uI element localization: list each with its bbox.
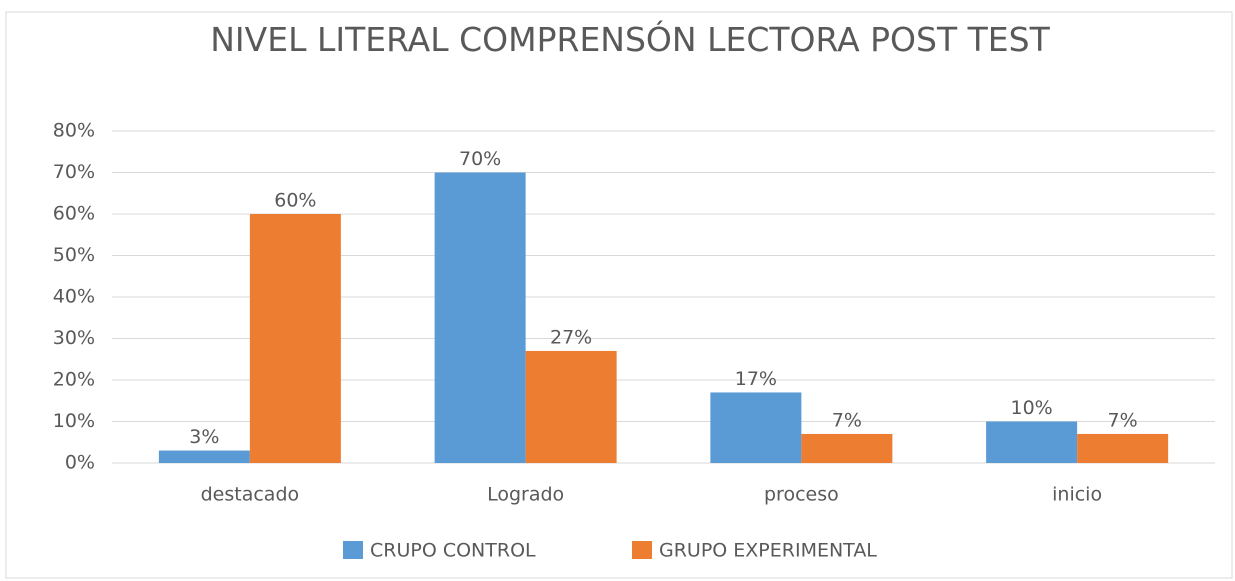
value-label: 17% (735, 368, 777, 390)
bar (1077, 433, 1169, 463)
y-tick-label: 30% (53, 327, 95, 349)
x-tick-label: Logrado (487, 484, 564, 506)
chart-border (5, 11, 1233, 579)
value-label: 27% (550, 326, 592, 348)
legend-swatch (632, 541, 652, 559)
y-tick-label: 10% (53, 410, 95, 432)
bar (249, 214, 341, 463)
bar (986, 421, 1078, 463)
y-tick-label: 20% (53, 369, 95, 391)
y-tick-label: 50% (53, 244, 95, 266)
y-tick-label: 0% (65, 452, 95, 474)
bar (525, 350, 617, 463)
bar (710, 392, 802, 463)
y-tick-label: 80% (53, 120, 95, 142)
y-tick-label: 40% (53, 286, 95, 308)
chart-title: NIVEL LITERAL COMPRENSÓN LECTORA POST TE… (210, 20, 1050, 59)
value-label: 3% (189, 426, 219, 448)
value-label: 10% (1011, 397, 1053, 419)
value-label: 70% (459, 148, 501, 170)
x-tick-label: inicio (1052, 484, 1102, 506)
value-label: 60% (274, 190, 316, 212)
y-tick-label: 60% (53, 203, 95, 225)
x-tick-label: proceso (764, 484, 839, 506)
bar (434, 172, 526, 463)
bar (158, 450, 250, 463)
value-label: 7% (1108, 409, 1138, 431)
y-tick-label: 70% (53, 161, 95, 183)
legend-label: GRUPO EXPERIMENTAL (659, 540, 877, 562)
bar (801, 433, 893, 463)
value-label: 7% (832, 409, 862, 431)
legend-swatch (343, 541, 363, 559)
legend-label: CRUPO CONTROL (370, 540, 536, 562)
x-tick-label: destacado (201, 484, 300, 506)
